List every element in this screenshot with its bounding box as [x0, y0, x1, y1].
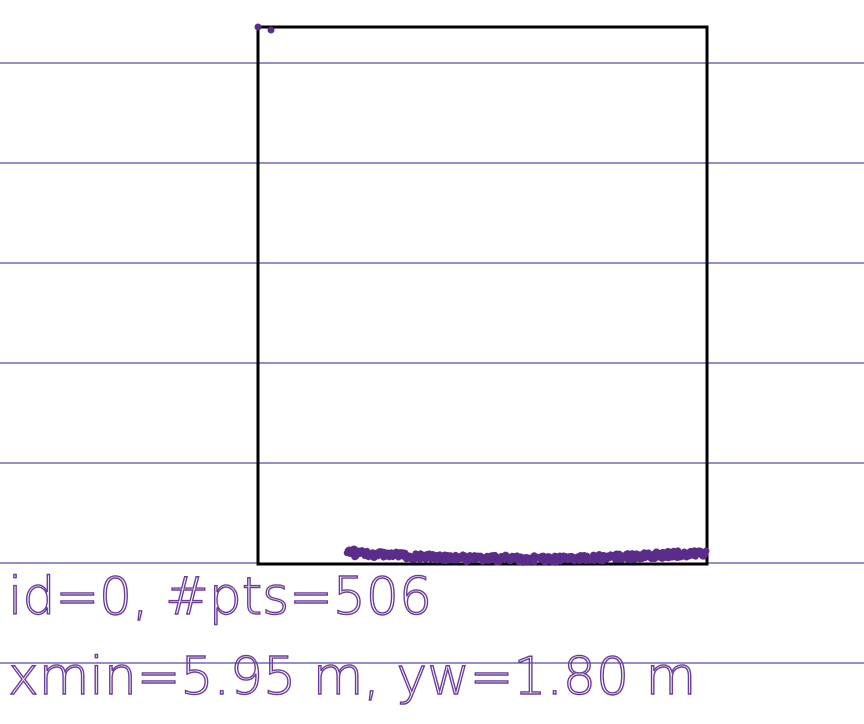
point [349, 545, 359, 555]
point [267, 26, 275, 34]
point-cluster [254, 23, 710, 566]
point [254, 23, 262, 31]
point [664, 548, 672, 556]
label-xmin-width: xmin=5.95 m, yw=1.80 m [8, 647, 696, 707]
label-id-points: id=0, #pts=506 [8, 567, 432, 627]
point [702, 547, 710, 555]
